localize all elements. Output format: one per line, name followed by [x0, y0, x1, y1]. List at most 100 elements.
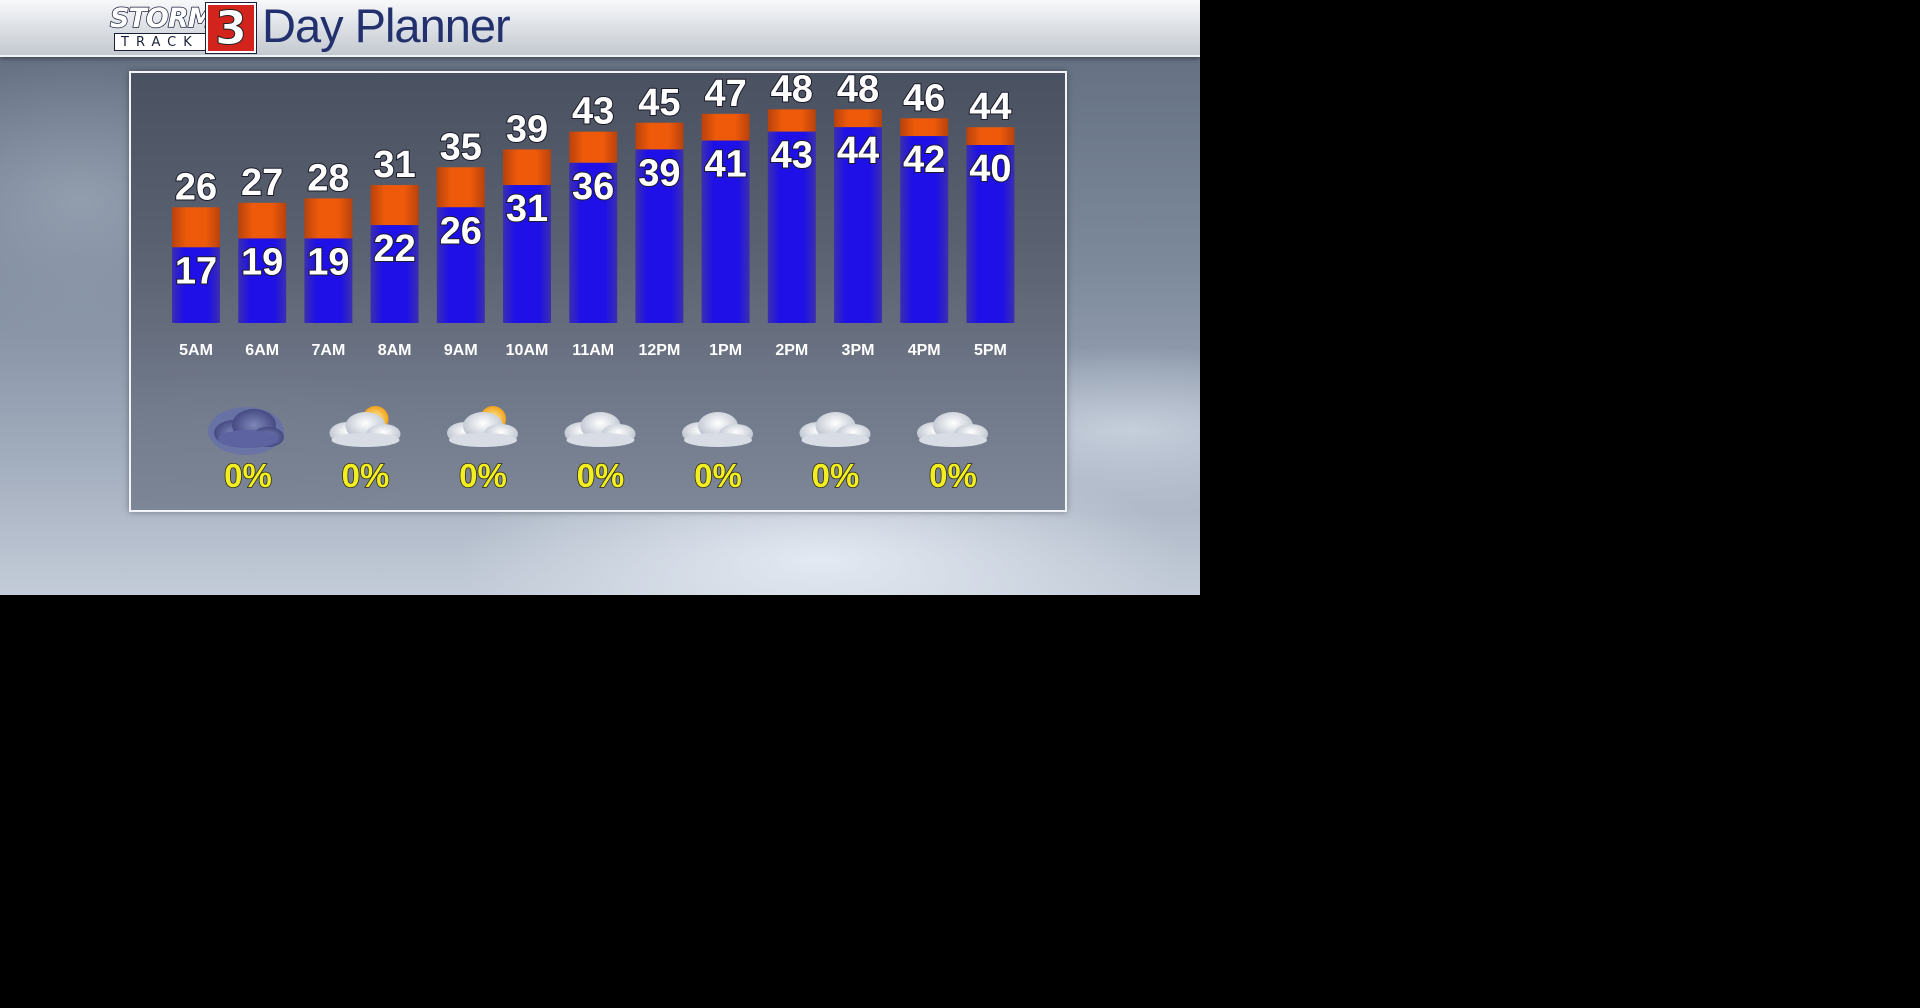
time-label: 8AM — [378, 342, 412, 359]
high-temp-label: 45 — [638, 82, 680, 124]
high-temp-label: 47 — [704, 73, 746, 115]
high-range-bar — [238, 202, 287, 239]
high-temp-label: 48 — [837, 73, 879, 110]
high-temp-label: 35 — [440, 126, 482, 168]
time-label: 12PM — [639, 342, 681, 359]
time-label: 7AM — [312, 342, 346, 359]
low-temp-label: 31 — [506, 188, 548, 230]
cloud-base — [218, 430, 278, 448]
logo-channel-number: 3 — [206, 3, 256, 53]
station-logo: STORM TRACK 3 — [108, 2, 258, 53]
time-label: 3PM — [842, 342, 875, 359]
time-label: 4PM — [908, 342, 941, 359]
low-temp-label: 43 — [771, 135, 813, 177]
cloud-base — [449, 433, 517, 447]
low-temp-label: 17 — [175, 250, 217, 292]
bar-group-9am: 35 26 9AM — [436, 125, 485, 359]
low-temp-label: 22 — [373, 228, 415, 270]
bar-group-3pm: 48 44 3PM — [834, 73, 882, 359]
high-range-bar — [966, 127, 1015, 145]
bar-group-11am: 43 36 11AM — [569, 90, 618, 359]
forecast-panel: 26 17 5AM 27 19 6AM 28 19 7AM 31 22 8AM 35 26 9AM 39 31 1… — [129, 71, 1067, 512]
high-temp-label: 31 — [373, 144, 415, 186]
high-temp-label: 44 — [969, 86, 1011, 128]
high-range-bar — [172, 207, 220, 248]
low-bar — [436, 207, 485, 323]
high-range-bar — [436, 167, 485, 208]
cloudy-icon: 0% — [564, 412, 636, 495]
bar-group-12pm: 45 39 12PM — [635, 81, 684, 359]
low-temp-label: 41 — [704, 144, 746, 186]
page-title: Day Planner — [262, 0, 511, 52]
precip-chance-label: 0% — [459, 457, 507, 494]
low-bar — [635, 149, 684, 323]
logo-storm-text: STORM — [109, 2, 215, 35]
partly-cloudy-icon: 0% — [447, 406, 518, 495]
high-range-bar — [569, 131, 618, 163]
broadcast-graphic: STORM TRACK 3 Day Planner — [0, 0, 1200, 595]
low-temp-label: 44 — [837, 130, 879, 172]
bar-group-8am: 31 22 8AM — [370, 143, 419, 359]
precip-chance-label: 0% — [694, 457, 742, 494]
low-bar — [966, 145, 1015, 323]
low-temp-label: 36 — [572, 166, 614, 208]
low-bar — [238, 238, 287, 323]
low-bar — [767, 131, 816, 323]
high-temp-label: 43 — [572, 91, 614, 133]
precip-chance-label: 0% — [929, 457, 977, 494]
low-bar — [304, 238, 353, 323]
cloudy-icon: 0% — [682, 412, 753, 495]
precip-chance-label: 0% — [342, 457, 390, 494]
cloud-base — [801, 433, 870, 447]
bar-group-5am: 26 17 5AM — [172, 165, 220, 359]
high-range-bar — [834, 109, 882, 128]
cloud-base — [331, 433, 400, 447]
high-temp-label: 26 — [175, 166, 217, 208]
high-temp-label: 46 — [903, 77, 945, 119]
cloud-base — [566, 433, 635, 447]
low-temp-label: 19 — [307, 241, 349, 283]
cloud-base — [684, 433, 752, 447]
bar-group-4pm: 46 42 4PM — [900, 76, 949, 359]
high-range-bar — [370, 185, 419, 226]
bar-group-10am: 39 31 10AM — [503, 107, 551, 359]
high-temp-label: 39 — [506, 108, 548, 150]
time-label: 10AM — [506, 342, 549, 359]
high-range-bar — [701, 113, 750, 141]
header-bar: STORM TRACK 3 Day Planner — [0, 0, 1200, 57]
precip-chance-label: 0% — [224, 457, 272, 494]
high-range-bar — [900, 118, 949, 137]
low-bar — [900, 136, 949, 323]
bar-group-1pm: 47 41 1PM — [701, 73, 750, 359]
low-bar — [569, 162, 618, 323]
high-range-bar — [304, 198, 353, 239]
high-range-bar — [767, 109, 816, 132]
low-bar — [834, 127, 882, 323]
low-temp-label: 26 — [440, 210, 482, 252]
time-label: 9AM — [444, 342, 478, 359]
hourly-temperature-chart: 26 17 5AM 27 19 6AM 28 19 7AM 31 22 8AM 35 26 9AM 39 31 1… — [172, 73, 1015, 495]
time-label: 11AM — [572, 342, 614, 359]
high-temp-label: 27 — [241, 162, 283, 204]
time-label: 2PM — [775, 342, 808, 359]
logo-track-text: TRACK — [114, 33, 210, 51]
cloudy-night-icon: 0% — [208, 407, 284, 495]
cloud-base — [919, 433, 987, 447]
low-temp-label: 42 — [903, 139, 945, 181]
precip-chance-label: 0% — [812, 457, 860, 494]
low-temp-label: 19 — [241, 241, 283, 283]
bar-group-6am: 27 19 6AM — [238, 161, 287, 359]
low-temp-label: 39 — [638, 152, 680, 194]
partly-cloudy-icon: 0% — [329, 406, 401, 495]
time-label: 6AM — [245, 342, 279, 359]
low-bar — [701, 140, 750, 323]
time-label: 1PM — [709, 342, 742, 359]
low-bar — [370, 225, 419, 323]
bar-group-7am: 28 19 7AM — [304, 156, 353, 359]
high-range-bar — [635, 122, 684, 150]
time-label: 5AM — [179, 342, 213, 359]
low-temp-label: 40 — [969, 148, 1011, 190]
bar-group-5pm: 44 40 5PM — [966, 85, 1015, 359]
bar-group-2pm: 48 43 2PM — [767, 73, 816, 359]
high-temp-label: 48 — [771, 73, 813, 110]
